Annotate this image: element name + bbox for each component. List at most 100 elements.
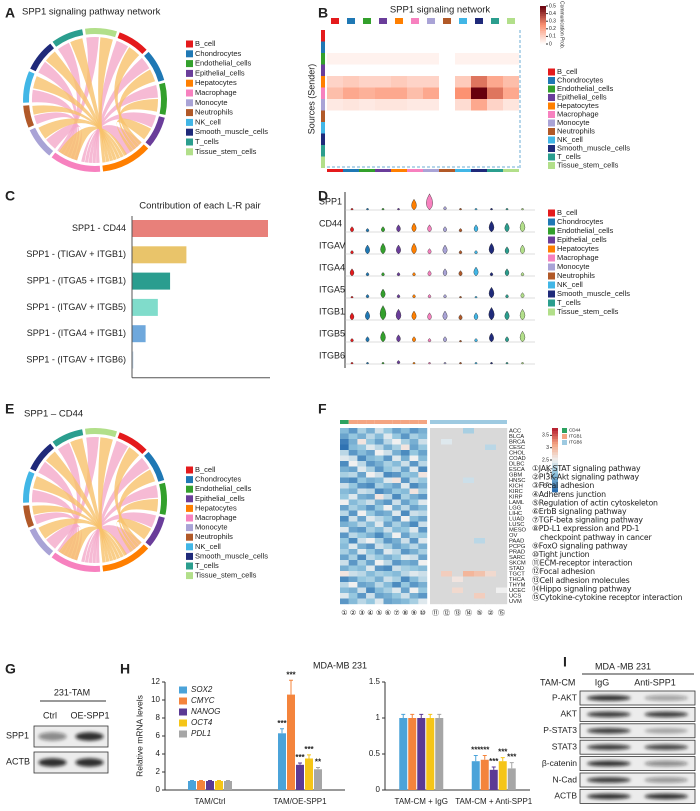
legend-label: Hepatocytes [195,78,237,87]
heatmap-cell [400,516,410,522]
heatmap-cell [348,532,358,539]
heatmap-cell [348,543,358,550]
column-color-bar [327,169,343,172]
heatmap-cell [340,488,349,495]
chord-sector [23,471,35,503]
bar [471,761,480,790]
column-group-bar [409,420,419,424]
legend-swatch [548,119,555,127]
heatmap-cell [348,483,358,489]
na-cell [496,433,508,440]
na-cell [430,543,442,550]
violin [473,266,479,277]
legend-label: NK_cell [195,542,221,551]
row-color-bar [321,30,325,42]
heatmap-cell [383,538,393,544]
colorbar-step [540,25,546,28]
heatmap-cell [400,576,410,583]
heatmap-cell [400,472,410,478]
heatmap-cell [392,455,402,462]
na-cell [496,516,508,522]
row-label: ACC [509,428,521,434]
heatmap-cell [392,549,402,555]
heatmap-cell [409,532,419,539]
heatmap-cell [409,521,419,528]
heatmap-cell [374,532,384,539]
heatmap-cell [348,582,358,588]
colorbar-step [552,454,558,458]
legend-label: Smooth_muscle_cells [195,127,268,136]
bar [489,769,498,790]
heatmap-cell [400,450,410,456]
violin [488,286,495,299]
legend-swatch [548,102,555,110]
heatmap-cell [366,593,375,599]
violin [521,207,524,211]
column-label: ⑭ [465,609,472,617]
heatmap-cell [340,565,349,572]
heatmap-cell [409,538,419,544]
legend-swatch [179,697,187,705]
violin [505,336,509,343]
heatmap-cell [487,99,503,111]
violin [412,272,416,277]
heatmap-cell [474,538,486,544]
heatmap-cell [374,516,384,522]
row-label: P-STAT3 [543,725,577,735]
violin [505,361,509,365]
panel-label: A [5,5,15,21]
heatmap-cell [366,598,375,605]
legend-swatch [186,148,193,156]
heatmap-cell [348,587,358,594]
pathway-label: ⑨FoxO signaling pathway [532,541,628,550]
na-cell [474,576,486,583]
column-group-bar [357,420,367,424]
blot-background [579,739,696,755]
bar [287,694,295,790]
na-cell [485,439,497,445]
heatmap-cell [463,571,475,577]
heatmap-cell [418,582,428,588]
treatment-label: TAM-CM [540,677,575,687]
na-cell [430,461,442,467]
colorbar-step [540,19,546,22]
error-bar [482,754,487,760]
na-cell [430,450,442,456]
heatmap-cell [463,477,475,484]
na-cell [430,483,442,489]
heatmap-cell [359,76,375,88]
bar [132,325,146,343]
heatmap-cell [474,571,486,577]
chord-ribbon [118,69,156,148]
violin [365,310,370,321]
legend-label: Tissue_stem_cells [195,571,257,580]
bar [417,718,426,790]
heatmap-cell [357,428,367,434]
heatmap-cell [392,488,402,495]
legend-label: B_cell [195,39,216,48]
column-label: ⑥ [385,609,391,617]
heatmap-cell [357,510,367,517]
row-label: PAAD [509,538,524,544]
chord-ribbon [98,437,113,563]
heatmap-cell [357,587,367,594]
row-label: LUSC [509,522,524,528]
heatmap-cell [392,444,402,451]
chord-sector [23,71,35,103]
violin [380,330,386,343]
na-cell [485,549,497,555]
blot-band [586,777,631,783]
significance-label: *** [507,753,517,762]
blot-background [579,756,696,771]
na-cell [474,433,486,440]
heatmap-cell [485,444,497,451]
legend-swatch [548,128,555,135]
heatmap-cell [455,99,471,111]
panel-title: SPP1 signaling network [390,5,491,16]
violin [427,294,432,299]
heatmap-cell [383,455,393,462]
na-cell [441,455,453,462]
violin [411,198,417,211]
violin [365,228,370,233]
legend-label: Smooth_muscle_cells [557,289,630,298]
